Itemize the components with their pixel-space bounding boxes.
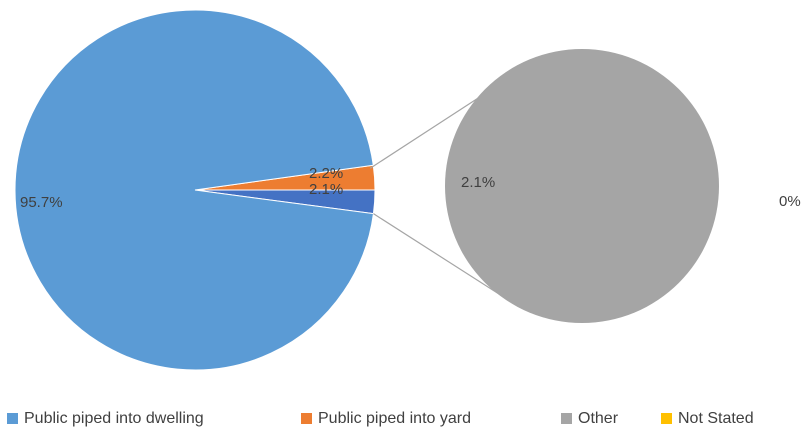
legend-label: Public piped into dwelling <box>24 409 204 427</box>
slice-secondary-other <box>445 49 719 323</box>
legend-swatch <box>301 413 312 424</box>
legend-item-not-stated: Not Stated <box>661 410 754 427</box>
label-secondary-other: 2.1% <box>461 174 495 191</box>
legend-swatch <box>561 413 572 424</box>
legend-label: Public piped into yard <box>318 409 471 427</box>
data-labels: 95.7%2.2%2.1% 2.1%0% <box>20 165 801 211</box>
slice-public-piped-into-dwelling <box>14 9 374 371</box>
label-public-piped-into-yard: 2.2% <box>309 165 343 182</box>
pie-of-pie-chart: 95.7%2.2%2.1% 2.1%0% <box>14 9 801 371</box>
label-other: 2.1% <box>309 181 343 198</box>
connector-bottom <box>373 213 514 304</box>
label-not-stated: 0% <box>779 193 801 210</box>
legend-label: Not Stated <box>678 409 754 427</box>
legend-item-public-piped-into-dwelling: Public piped into dwelling <box>7 410 204 427</box>
legend-item-public-piped-into-yard: Public piped into yard <box>301 410 471 427</box>
legend-label: Other <box>578 409 619 427</box>
legend: Public piped into dwelling Public piped … <box>0 410 807 427</box>
legend-swatch <box>661 413 672 424</box>
label-public-piped-into-dwelling: 95.7% <box>20 194 63 211</box>
legend-swatch <box>7 413 18 424</box>
secondary-pie <box>445 49 719 323</box>
legend-item-other: Other <box>561 410 618 427</box>
main-pie <box>14 9 376 371</box>
